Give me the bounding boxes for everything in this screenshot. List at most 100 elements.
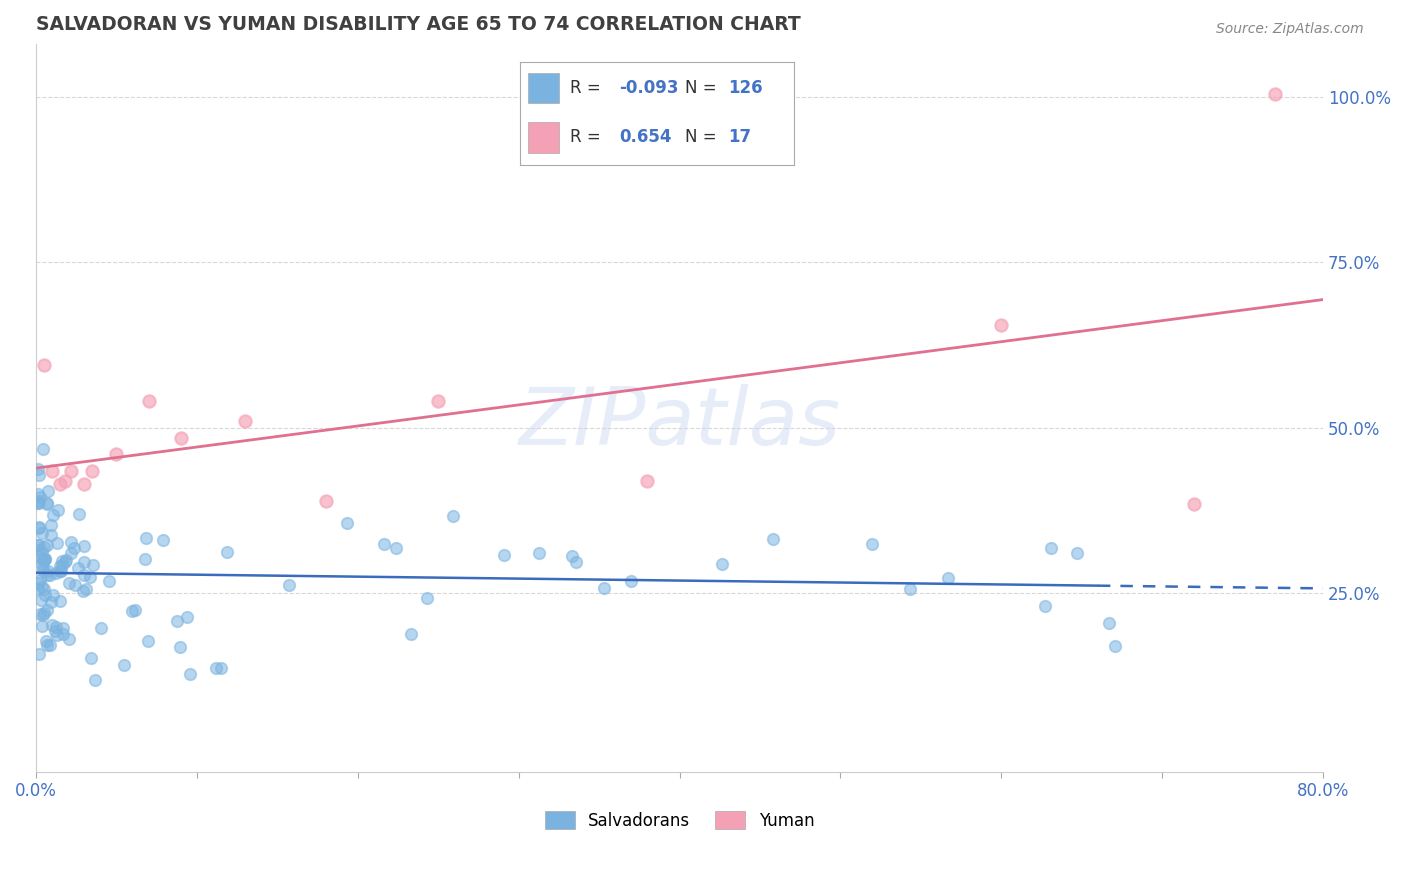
Point — [51, 554, 73, 568]
Point — [35, 538, 58, 552]
Point — [60, 464, 83, 478]
Point — [170, 431, 193, 445]
Point — [34, 552, 56, 566]
Point — [73, 555, 96, 569]
Point — [138, 394, 160, 409]
Point — [936, 571, 959, 585]
Point — [27, 538, 49, 552]
Point — [898, 582, 921, 596]
Point — [166, 614, 188, 628]
Text: 17: 17 — [728, 128, 752, 146]
Text: SALVADORAN VS YUMAN DISABILITY AGE 65 TO 74 CORRELATION CHART: SALVADORAN VS YUMAN DISABILITY AGE 65 TO… — [37, 15, 800, 34]
Point — [1184, 497, 1206, 511]
Point — [565, 555, 588, 569]
Point — [84, 673, 107, 688]
Point — [31, 558, 53, 572]
Point — [233, 414, 256, 428]
Text: -0.093: -0.093 — [619, 79, 679, 97]
Point — [28, 521, 51, 535]
Point — [31, 619, 53, 633]
Point — [45, 566, 67, 581]
Point — [67, 561, 90, 575]
Point — [179, 667, 201, 681]
Point — [39, 517, 62, 532]
Point — [44, 624, 66, 639]
Point — [39, 528, 62, 542]
Point — [1039, 541, 1062, 556]
Point — [399, 627, 422, 641]
Text: 0.654: 0.654 — [619, 128, 672, 146]
Point — [27, 496, 49, 510]
Point — [62, 541, 84, 555]
Point — [441, 509, 464, 524]
Point — [35, 568, 58, 582]
Point — [121, 604, 143, 618]
Point — [27, 549, 49, 564]
Text: R =: R = — [569, 79, 600, 97]
Point — [27, 494, 49, 508]
Point — [27, 537, 49, 551]
Point — [28, 573, 51, 587]
Point — [63, 578, 86, 592]
Point — [72, 583, 94, 598]
Point — [55, 555, 77, 569]
Point — [37, 483, 59, 498]
Text: N =: N = — [685, 79, 716, 97]
Point — [619, 574, 641, 589]
Point — [53, 474, 76, 488]
Point — [35, 496, 58, 510]
Point — [28, 542, 51, 557]
Point — [112, 657, 135, 672]
Point — [32, 553, 55, 567]
Point — [28, 520, 51, 534]
Point — [45, 536, 67, 550]
Point — [58, 576, 80, 591]
Point — [492, 548, 515, 562]
Point — [80, 651, 103, 665]
Point — [59, 535, 82, 549]
Point — [278, 578, 301, 592]
Point — [28, 647, 51, 661]
Point — [31, 580, 53, 594]
Point — [48, 594, 70, 608]
Point — [384, 541, 406, 556]
Text: N =: N = — [685, 128, 716, 146]
Point — [46, 502, 69, 516]
Point — [73, 539, 96, 553]
Point — [58, 632, 80, 647]
Point — [710, 557, 733, 571]
Point — [46, 628, 69, 642]
Text: ZIPatlas: ZIPatlas — [519, 384, 841, 461]
Point — [1098, 616, 1121, 631]
Point — [636, 474, 658, 488]
Point — [31, 608, 53, 623]
Point — [315, 493, 337, 508]
Point — [82, 464, 104, 478]
Point — [49, 564, 72, 578]
Point — [52, 627, 75, 641]
Point — [39, 595, 62, 609]
Text: Source: ZipAtlas.com: Source: ZipAtlas.com — [1216, 22, 1364, 37]
Point — [124, 603, 146, 617]
Point — [37, 603, 59, 617]
Point — [39, 638, 62, 652]
Point — [28, 607, 51, 621]
Point — [41, 617, 63, 632]
Point — [73, 568, 96, 582]
Point — [593, 581, 616, 595]
Point — [45, 620, 67, 634]
Point — [49, 559, 72, 574]
Point — [135, 531, 157, 545]
Point — [561, 549, 583, 563]
Point — [176, 610, 198, 624]
Point — [34, 606, 56, 620]
Point — [27, 496, 49, 510]
Point — [1104, 639, 1126, 653]
Point — [28, 490, 51, 504]
Point — [762, 533, 785, 547]
Point — [37, 564, 59, 578]
Point — [51, 558, 73, 573]
Point — [35, 638, 58, 652]
Point — [32, 560, 55, 574]
Point — [32, 553, 55, 567]
